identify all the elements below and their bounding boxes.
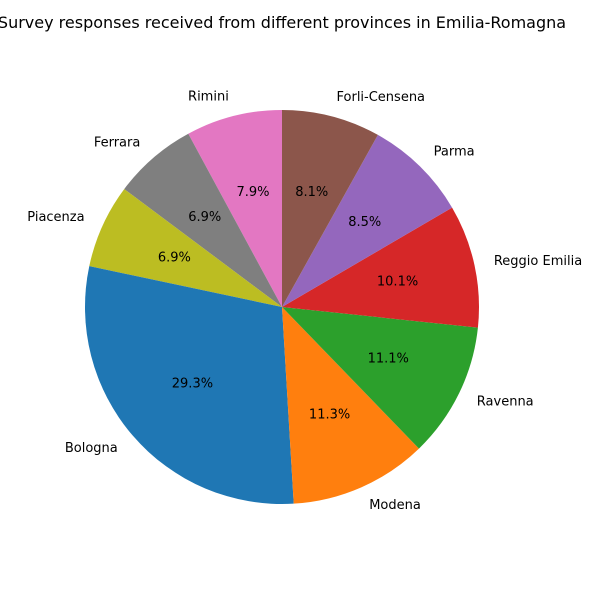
percent-label-reggio-emilia: 10.1% bbox=[377, 275, 418, 290]
chart-title: Survey responses received from different… bbox=[0, 13, 566, 32]
pie-slice-piacenza bbox=[89, 189, 283, 307]
pie-slice-ravenna bbox=[282, 307, 478, 449]
percent-label-ferrara: 6.9% bbox=[188, 210, 221, 225]
percent-label-rimini: 7.9% bbox=[236, 185, 269, 200]
pie-slices bbox=[84, 110, 479, 505]
slice-label-ferrara: Ferrara bbox=[94, 136, 141, 151]
percent-label-bologna: 29.3% bbox=[172, 377, 213, 392]
pie-slice-rimini bbox=[188, 110, 282, 307]
pie-labels: Rimini 7.9% Ferrara 6.9% Piacenza 6.9% Bologna… bbox=[27, 89, 582, 512]
slice-label-bologna: Bologna bbox=[65, 441, 118, 456]
percent-label-forli-censena: 8.1% bbox=[295, 185, 328, 200]
percent-label-modena: 11.3% bbox=[309, 408, 350, 423]
percent-label-ravenna: 11.1% bbox=[368, 351, 409, 366]
slice-label-piacenza: Piacenza bbox=[27, 210, 84, 225]
slice-label-parma: Parma bbox=[434, 145, 475, 160]
percent-label-piacenza: 6.9% bbox=[158, 251, 191, 266]
pie-slice-bologna bbox=[84, 266, 294, 505]
slice-label-rimini: Rimini bbox=[188, 89, 229, 104]
percent-label-parma: 8.5% bbox=[348, 215, 381, 230]
slice-label-forli-censena: Forli-Censena bbox=[337, 90, 426, 105]
slice-label-reggio-emilia: Reggio Emilia bbox=[494, 254, 582, 269]
pie-slice-parma bbox=[282, 134, 453, 307]
pie-slice-modena bbox=[282, 307, 419, 504]
pie-slice-forli-censena bbox=[282, 110, 378, 307]
pie-slice-reggio-emilia bbox=[282, 207, 479, 328]
pie-slice-ferrara bbox=[124, 133, 282, 307]
slice-label-modena: Modena bbox=[369, 498, 421, 513]
slice-label-ravenna: Ravenna bbox=[477, 394, 534, 409]
